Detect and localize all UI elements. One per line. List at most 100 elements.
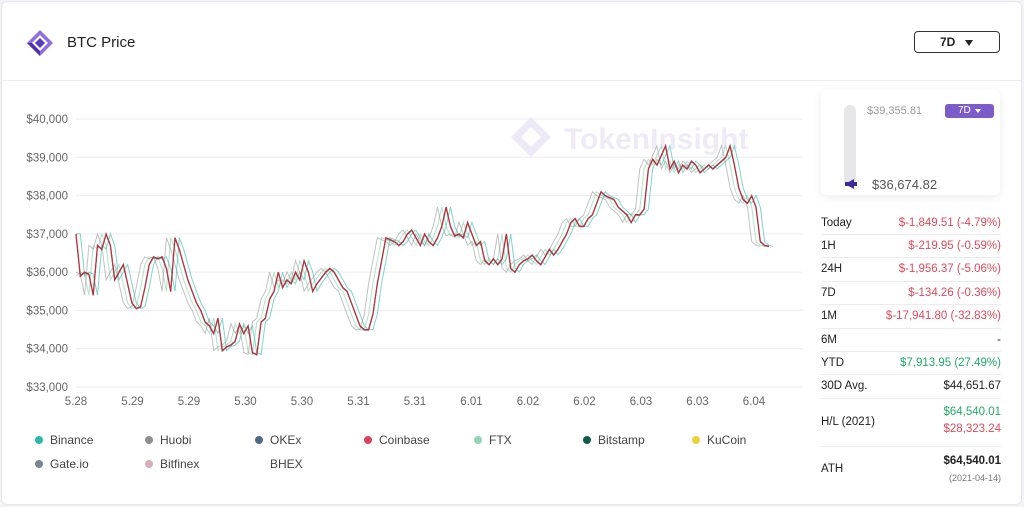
stat-row-high-low: H/L (2021) $64,540.01 $28,323.24 (821, 399, 1001, 447)
stat-label: YTD (821, 357, 844, 369)
y-tick-label: $39,000 (26, 152, 68, 164)
legend-item-huobi[interactable]: Huobi (145, 433, 191, 447)
price-chart: TokenInsight $40,000 $39,000 $38,000 $37,00… (26, 114, 802, 408)
stat-value: $7,913.95 (27.49%) (899, 357, 1001, 369)
legend-item-gate-io[interactable]: Gate.io (35, 457, 89, 471)
x-tick-label: 5.28 (65, 396, 87, 408)
period-dropdown[interactable]: 7D (914, 31, 1000, 53)
legend-dot-icon (364, 436, 372, 444)
stat-label: 1M (821, 310, 837, 322)
legend-item-bitstamp[interactable]: Bitstamp (583, 433, 645, 447)
legend-label: FTX (489, 433, 512, 447)
stat-label: Today (821, 217, 852, 229)
stat-row-6m: 6M - (821, 329, 1001, 352)
legend-label: Coinbase (379, 433, 430, 447)
range-high: $39,355.81 (867, 105, 923, 117)
x-tick-label: 5.31 (404, 396, 426, 408)
legend-dot-icon (692, 436, 700, 444)
legend-item-okex[interactable]: OKEx (255, 433, 301, 447)
x-tick-label: 6.01 (460, 396, 482, 408)
range-marker-icon (845, 179, 854, 189)
x-tick-label: 5.30 (234, 396, 256, 408)
legend-item-coinbase[interactable]: Coinbase (364, 433, 430, 447)
y-tick-label: $38,000 (26, 191, 68, 203)
range-period-label: 7D (958, 105, 971, 116)
exchange-line-bg (75, 144, 761, 356)
legend-label: Binance (50, 433, 94, 447)
x-tick-label: 5.30 (291, 396, 313, 408)
legend-item-ftx[interactable]: FTX (474, 433, 512, 447)
stat-date: (2021-04-14) (948, 473, 1001, 483)
legend-dot-icon (255, 460, 263, 468)
y-tick-label: $40,000 (26, 114, 68, 126)
x-tick-label: 6.04 (743, 396, 766, 408)
stat-value: - (997, 334, 1001, 346)
legend-label: Bitfinex (160, 457, 200, 471)
legend-dot-icon (145, 436, 153, 444)
stat-value: $44,651.67 (943, 380, 1001, 392)
stat-low-value: $28,323.24 (943, 423, 1001, 435)
x-tick-label: 6.03 (686, 396, 708, 408)
stat-label: 30D Avg. (821, 380, 868, 392)
stat-row-24h: 24H $-1,956.37 (-5.06%) (821, 258, 1001, 282)
caret-down-icon (975, 109, 981, 113)
stat-value: $-1,956.37 (-5.06%) (898, 263, 1001, 275)
y-tick-label: $36,000 (26, 267, 68, 279)
legend-label: Bitstamp (598, 433, 645, 447)
y-tick-label: $34,000 (26, 344, 68, 356)
stat-row-7d: 7D $-134.26 (-0.36%) (821, 282, 1001, 305)
stat-value: $-17,941.80 (-32.83%) (885, 310, 1001, 322)
y-tick-label: $35,000 (26, 305, 68, 317)
stat-high-value: $64,540.01 (943, 406, 1001, 418)
stat-row-1h: 1H $-219.95 (-0.59%) (821, 235, 1001, 258)
stat-label: 1H (821, 240, 836, 252)
legend-dot-icon (35, 460, 43, 468)
period-label: 7D (940, 35, 956, 49)
legend-label: Huobi (160, 433, 192, 447)
legend-item-bhex[interactable]: BHEX (255, 457, 303, 471)
x-tick-label: 6.02 (517, 396, 539, 408)
stat-row-1m: 1M $-17,941.80 (-32.83%) (821, 305, 1001, 329)
stat-row-today: Today $-1,849.51 (-4.79%) (821, 212, 1001, 235)
stat-row-ath: ATH $64,540.01 (2021-04-14) (821, 447, 1001, 494)
series-line-coinbase[interactable] (75, 143, 770, 356)
legend-dot-icon (583, 436, 591, 444)
range-track (844, 105, 856, 187)
stat-label: ATH (821, 463, 844, 475)
stat-label: 24H (821, 263, 843, 275)
watermark-text: TokenInsight (564, 123, 748, 156)
stat-value: $-219.95 (-0.59%) (908, 240, 1001, 252)
legend-dot-icon (145, 460, 153, 468)
tokeninsight-logo-icon (27, 30, 53, 56)
legend-label: OKEx (270, 433, 302, 447)
stats-table: Today $-1,849.51 (-4.79%) 1H $-219.95 (-… (821, 212, 1001, 494)
stat-value: $-1,849.51 (-4.79%) (898, 217, 1001, 229)
legend-label: KuCoin (707, 433, 747, 447)
stat-value: $-134.26 (-0.36%) (908, 287, 1001, 299)
x-tick-label: 5.31 (347, 396, 369, 408)
stat-label: 7D (821, 287, 836, 299)
legend-label: BHEX (270, 457, 303, 471)
y-tick-label: $37,000 (26, 229, 68, 241)
legend-dot-icon (255, 436, 263, 444)
stat-value: $64,540.01 (943, 455, 1001, 467)
range-low: $36,674.82 (872, 177, 938, 192)
card-header: BTC Price 7D (2, 2, 1021, 81)
legend-item-binance[interactable]: Binance (35, 433, 93, 447)
stat-label: H/L (2021) (821, 416, 875, 428)
x-tick-label: 6.03 (630, 396, 652, 408)
legend-item-kucoin[interactable]: KuCoin (692, 433, 746, 447)
stat-row-ytd: YTD $7,913.95 (27.49%) (821, 352, 1001, 375)
range-period-button[interactable]: 7D (945, 104, 994, 118)
x-tick-label: 6.02 (573, 396, 595, 408)
stat-row-30d-avg: 30D Avg. $44,651.67 (821, 375, 1001, 399)
exchange-line-bg (76, 144, 774, 356)
watermark: TokenInsight (511, 117, 748, 157)
page-title: BTC Price (67, 34, 136, 51)
stat-label: 6M (821, 334, 837, 346)
legend-item-bitfinex[interactable]: Bitfinex (145, 457, 199, 471)
legend-dot-icon (474, 436, 482, 444)
range-widget: $39,355.81 $36,674.82 7D (821, 90, 1000, 195)
legend-dot-icon (35, 436, 43, 444)
